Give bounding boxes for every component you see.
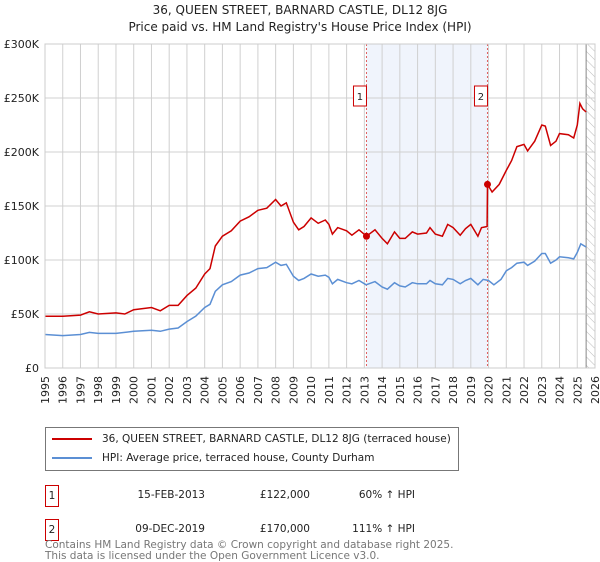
badge-box xyxy=(352,85,367,107)
transaction-chart-badge: 1 xyxy=(352,85,367,107)
transaction-row: 1 15-FEB-2013 £122,000 60% ↑ HPI xyxy=(45,485,445,507)
x-tick-label: 2007 xyxy=(252,376,265,404)
y-tick-label: £200K xyxy=(4,146,40,159)
y-tick-label: £250K xyxy=(4,92,40,105)
chart-subtitle: Price paid vs. HM Land Registry's House … xyxy=(128,20,472,34)
x-tick-label: 2013 xyxy=(358,376,371,404)
price-chart: 1995 1996 1997 1998 1999 2000 2001 2002 2003 2004… xyxy=(4,38,600,404)
legend-red-line xyxy=(52,438,92,440)
x-tick-label: 1996 xyxy=(57,376,70,404)
y-tick-label: £100K xyxy=(4,254,40,267)
x-tick-label: 2009 xyxy=(287,376,300,404)
transaction-badge: 2 xyxy=(45,519,59,541)
x-tick-label: 2006 xyxy=(234,376,247,404)
transaction-date: 09-DEC-2019 xyxy=(135,523,205,535)
x-tick-label: 2011 xyxy=(323,376,336,404)
transaction-price: £122,000 xyxy=(259,489,310,501)
property-price-line xyxy=(45,100,587,317)
x-tick-label: 2023 xyxy=(536,376,549,404)
y-tick-label: £50K xyxy=(11,308,40,321)
legend-blue-line xyxy=(52,457,92,459)
x-tick-label: 2017 xyxy=(429,376,442,404)
transaction-hpi: 60% ↑ HPI xyxy=(358,489,415,501)
transaction-row: 2 09-DEC-2019 £170,000 111% ↑ HPI xyxy=(45,519,445,541)
badge-box xyxy=(473,85,488,107)
x-tick-label: 2022 xyxy=(518,376,531,404)
y-tick-label: £150K xyxy=(4,200,40,213)
legend: 36, QUEEN STREET, BARNARD CASTLE, DL12 8… xyxy=(45,427,459,471)
x-tick-label: 2000 xyxy=(128,376,141,404)
badge-label: 2 xyxy=(478,92,484,103)
x-tick-label: 2001 xyxy=(145,376,158,404)
x-tick-label: 2003 xyxy=(181,376,194,404)
badge-label: 1 xyxy=(357,92,363,103)
x-tick-label: 2016 xyxy=(412,376,425,404)
transaction-point xyxy=(362,232,370,240)
x-tick-label: 2005 xyxy=(216,376,229,404)
x-tick-label: 2002 xyxy=(163,376,176,404)
transaction-chart-badge: 2 xyxy=(473,85,488,107)
hpi-line xyxy=(44,242,587,337)
transaction-hpi: 111% ↑ HPI xyxy=(352,523,415,535)
x-tick-label: 2004 xyxy=(199,376,212,404)
footer-licence: This data is licensed under the Open Gov… xyxy=(45,550,380,562)
x-tick-label: 1997 xyxy=(74,376,87,404)
chart-title: 36, QUEEN STREET, BARNARD CASTLE, DL12 8… xyxy=(152,3,448,17)
x-tick-label: 1999 xyxy=(110,376,123,404)
x-tick-label: 2015 xyxy=(394,376,407,404)
x-tick-label: 2008 xyxy=(270,376,283,404)
x-tick-label: 2012 xyxy=(341,376,354,404)
x-tick-label: 1998 xyxy=(92,376,105,404)
y-tick-label: £0 xyxy=(25,362,39,375)
x-tick-label: 2026 xyxy=(589,376,600,404)
legend-red-label: 36, QUEEN STREET, BARNARD CASTLE, DL12 8… xyxy=(102,433,451,445)
x-tick-label: 2025 xyxy=(571,376,584,404)
transaction-point xyxy=(483,180,491,188)
x-tick-label: 2024 xyxy=(554,376,567,404)
y-tick-label: £300K xyxy=(4,38,40,51)
x-tick-label: 2020 xyxy=(483,376,496,404)
transaction-price: £170,000 xyxy=(259,523,310,535)
x-tick-label: 1995 xyxy=(39,376,52,404)
footer-copyright: Contains HM Land Registry data © Crown c… xyxy=(45,539,454,551)
transaction-badge: 1 xyxy=(45,485,59,507)
x-tick-label: 2010 xyxy=(305,376,318,404)
plot-frame xyxy=(44,43,596,369)
legend-blue-label: HPI: Average price, terraced house, Coun… xyxy=(102,452,375,464)
transaction-date: 15-FEB-2013 xyxy=(137,489,205,501)
x-tick-label: 2019 xyxy=(465,376,478,404)
x-tick-label: 2021 xyxy=(500,376,513,404)
x-tick-label: 2018 xyxy=(447,376,460,404)
x-tick-label: 2014 xyxy=(376,376,389,404)
